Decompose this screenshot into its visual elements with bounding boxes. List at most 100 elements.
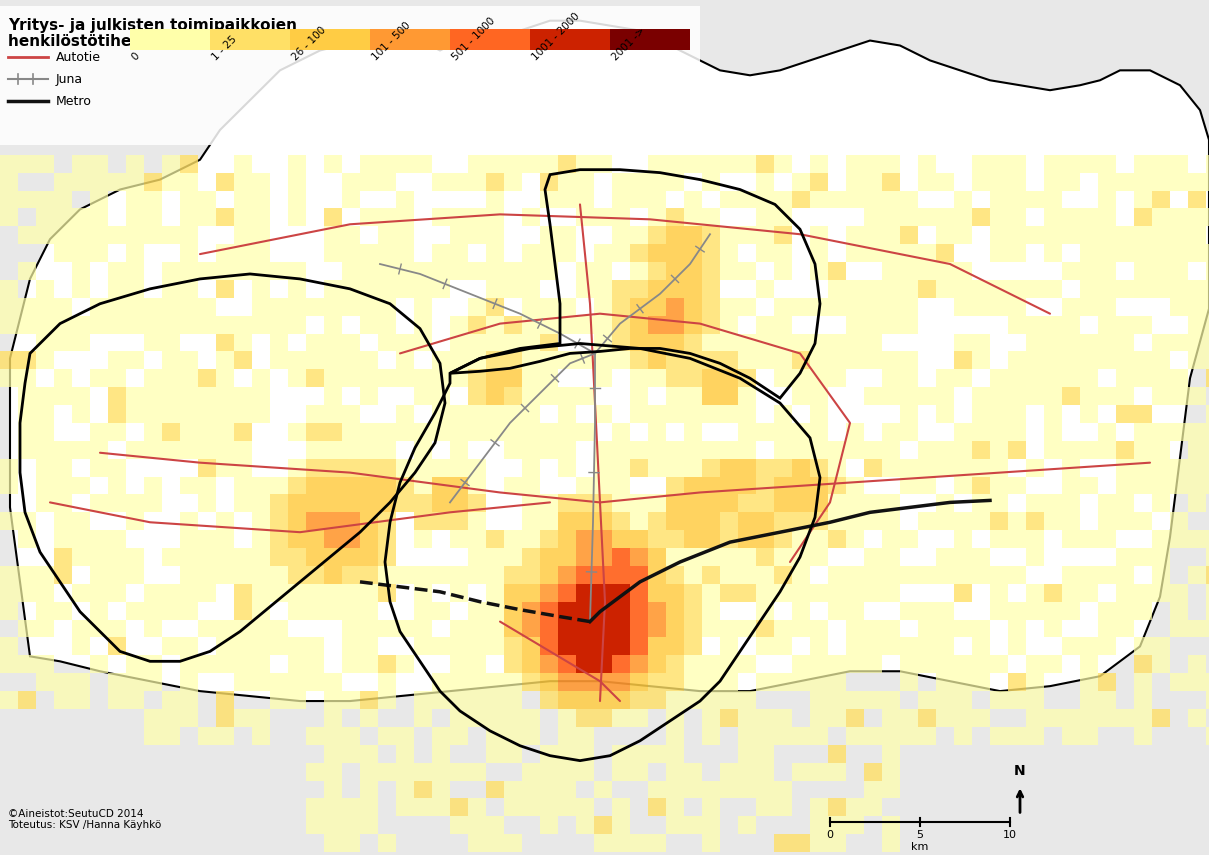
Bar [18, 227, 36, 245]
Bar [1207, 727, 1209, 745]
Bar [630, 298, 648, 315]
Bar [342, 494, 360, 512]
Bar [126, 494, 144, 512]
Bar [684, 209, 702, 227]
Bar [990, 691, 1008, 709]
Bar [810, 530, 828, 548]
Bar [702, 530, 721, 548]
Bar [450, 512, 468, 530]
Bar [1207, 548, 1209, 566]
Bar [378, 548, 397, 566]
Bar [702, 441, 721, 458]
Bar [288, 315, 306, 333]
Bar [216, 441, 235, 458]
Bar [899, 351, 918, 369]
Bar [810, 262, 828, 280]
Bar [1152, 656, 1170, 673]
Bar [792, 834, 810, 852]
Bar [251, 530, 270, 548]
Bar [756, 494, 774, 512]
Bar [630, 191, 648, 209]
Bar [486, 673, 504, 691]
Bar [666, 280, 684, 298]
Bar [251, 476, 270, 494]
Bar [684, 423, 702, 441]
Bar [1152, 227, 1170, 245]
Bar [737, 584, 756, 602]
Bar [756, 763, 774, 781]
Bar [324, 155, 342, 173]
Bar [594, 280, 612, 298]
Bar [522, 315, 540, 333]
Bar [666, 602, 684, 620]
Bar [216, 548, 235, 566]
Bar [126, 191, 144, 209]
Bar [18, 155, 36, 173]
Bar [792, 620, 810, 638]
Bar [792, 476, 810, 494]
Bar [883, 280, 899, 298]
Bar [774, 799, 792, 817]
Bar [1062, 315, 1080, 333]
Bar [1134, 441, 1152, 458]
Bar [648, 280, 666, 298]
Bar [180, 476, 198, 494]
Bar [468, 315, 486, 333]
Bar [936, 620, 954, 638]
Bar [18, 566, 36, 584]
Bar [954, 298, 972, 315]
Bar [432, 781, 450, 799]
Bar [559, 512, 575, 530]
Bar [846, 191, 864, 209]
Bar [235, 638, 251, 656]
Bar [828, 834, 846, 852]
Bar [36, 602, 54, 620]
Bar [972, 209, 990, 227]
Bar [1080, 673, 1098, 691]
Bar [756, 512, 774, 530]
Bar [559, 602, 575, 620]
Bar [918, 566, 936, 584]
Bar [216, 173, 235, 191]
Bar [180, 387, 198, 405]
Bar [1080, 476, 1098, 494]
Bar [540, 315, 559, 333]
Bar [1098, 602, 1116, 620]
Bar [1170, 245, 1188, 262]
Bar [1170, 673, 1188, 691]
Bar [612, 423, 630, 441]
Bar [1062, 298, 1080, 315]
Bar [559, 173, 575, 191]
Bar [1207, 155, 1209, 173]
Bar [883, 441, 899, 458]
Bar [684, 155, 702, 173]
Bar [721, 781, 737, 799]
Bar [666, 763, 684, 781]
Bar [342, 745, 360, 763]
Bar [594, 709, 612, 727]
Bar [990, 512, 1008, 530]
Bar [235, 476, 251, 494]
Bar [108, 405, 126, 423]
Bar [1026, 351, 1045, 369]
Bar [810, 691, 828, 709]
Bar [575, 191, 594, 209]
Bar [504, 387, 522, 405]
Bar [1188, 280, 1207, 298]
Bar [702, 673, 721, 691]
Bar [1026, 191, 1045, 209]
Bar [235, 227, 251, 245]
Bar [1152, 709, 1170, 727]
Bar [684, 476, 702, 494]
Bar [378, 441, 397, 458]
Bar [864, 458, 883, 476]
Bar [540, 602, 559, 620]
Bar [1062, 727, 1080, 745]
Bar [468, 548, 486, 566]
Bar [432, 727, 450, 745]
Bar [756, 209, 774, 227]
Bar [612, 548, 630, 566]
Bar [666, 548, 684, 566]
Bar [612, 333, 630, 351]
Bar [144, 584, 162, 602]
